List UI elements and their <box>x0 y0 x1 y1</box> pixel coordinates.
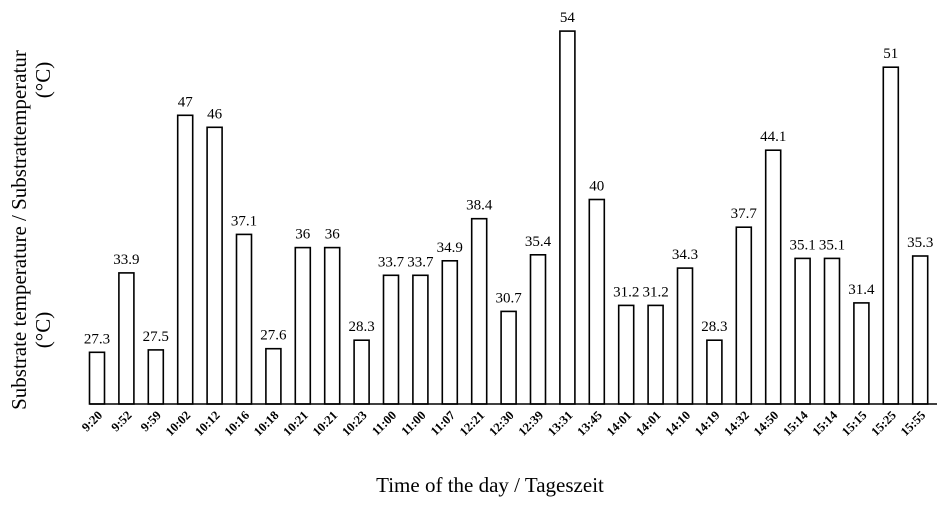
value-label-6: 37.1 <box>231 213 257 229</box>
value-label-25: 35.1 <box>789 237 815 253</box>
tick-label-12: 11:00 <box>398 408 428 438</box>
value-labels-group: 27.3 33.9 27.5 47 46 37.1 27.6 36 36 28.3 33.7 33.7… <box>84 10 933 347</box>
tick-label-20: 14:01 <box>633 408 664 439</box>
value-label-28: 51 <box>883 46 898 62</box>
y-axis-label-line3: (°C) <box>31 312 55 348</box>
tick-label-27: 15:15 <box>839 408 870 439</box>
tick-label-2: 9:52 <box>108 408 134 434</box>
bar-8 <box>294 246 312 405</box>
value-label-12: 33.7 <box>407 254 434 270</box>
value-label-16: 35.4 <box>525 234 552 250</box>
value-label-18: 40 <box>589 179 604 195</box>
bar-2 <box>118 272 135 405</box>
bars-group <box>88 30 929 405</box>
tick-label-8: 10:21 <box>280 408 311 439</box>
value-label-23: 37.7 <box>731 206 758 222</box>
value-label-21: 34.3 <box>672 247 698 263</box>
tick-label-23: 14:32 <box>721 408 752 439</box>
value-label-10: 28.3 <box>348 319 374 335</box>
bar-24 <box>764 149 782 405</box>
bar-21 <box>676 267 694 405</box>
value-label-26: 35.1 <box>819 237 845 253</box>
bar-26 <box>823 257 841 405</box>
bar-16 <box>529 254 547 405</box>
value-label-4: 47 <box>178 94 194 110</box>
tick-label-17: 13:31 <box>545 408 576 439</box>
value-label-1: 27.3 <box>84 331 110 347</box>
y-axis-label-line2: (°C) <box>31 62 55 98</box>
tick-label-9: 10:21 <box>310 408 341 439</box>
value-label-29: 35.3 <box>907 235 933 251</box>
bar-28 <box>882 66 900 405</box>
tick-label-15: 12:30 <box>486 408 517 439</box>
tick-label-29: 15:55 <box>898 408 929 439</box>
tick-label-24: 14:50 <box>751 408 782 439</box>
bar-12 <box>412 274 429 405</box>
bar-17 <box>559 30 576 405</box>
tick-label-6: 10:16 <box>222 408 253 439</box>
tick-label-22: 14:19 <box>692 408 723 439</box>
tick-label-18: 13:45 <box>574 408 605 439</box>
tick-label-4: 10:02 <box>163 408 194 439</box>
value-label-27: 31.4 <box>848 282 875 298</box>
bar-5 <box>206 126 223 405</box>
value-label-9: 36 <box>325 227 341 243</box>
x-axis-label: Time of the day / Tageszeit <box>376 473 604 497</box>
tick-label-16: 12:39 <box>516 408 547 439</box>
tick-label-1: 9:20 <box>79 408 105 434</box>
tick-label-7: 10:18 <box>251 408 282 439</box>
tick-label-21: 14:10 <box>663 408 694 439</box>
value-label-3: 27.5 <box>143 329 169 345</box>
value-label-13: 34.9 <box>437 240 463 256</box>
tick-label-13: 11:07 <box>428 408 458 438</box>
bar-7 <box>265 347 282 405</box>
y-axis-label: Substrate temperature / Substrattemperat… <box>7 50 55 410</box>
tick-label-10: 10:23 <box>339 408 370 439</box>
bar-4 <box>176 114 194 405</box>
bar-22 <box>706 339 723 405</box>
bar-14 <box>470 217 488 405</box>
bar-19 <box>617 304 635 405</box>
bar-9 <box>323 246 341 405</box>
bar-3 <box>147 349 165 405</box>
value-label-17: 54 <box>560 10 576 26</box>
tick-label-3: 9:59 <box>138 408 164 434</box>
bar-25 <box>794 257 811 405</box>
value-label-14: 38.4 <box>466 198 493 214</box>
tick-label-26: 15:14 <box>810 408 841 439</box>
tick-label-28: 15:25 <box>868 408 899 439</box>
tick-label-11: 11:00 <box>369 408 399 438</box>
bar-13 <box>441 259 459 405</box>
bar-29 <box>911 255 929 405</box>
bar-10 <box>353 339 370 405</box>
value-label-11: 33.7 <box>378 254 405 270</box>
value-label-22: 28.3 <box>701 319 727 335</box>
value-label-24: 44.1 <box>760 129 786 145</box>
bar-20 <box>647 304 664 405</box>
bar-18 <box>588 198 606 405</box>
bar-27 <box>853 302 870 405</box>
bar-1 <box>88 351 106 405</box>
value-label-8: 36 <box>295 227 311 243</box>
y-axis-label-line1: Substrate temperature / Substrattemperat… <box>7 50 31 410</box>
tick-label-25: 15:14 <box>780 408 811 439</box>
bar-23 <box>735 226 753 405</box>
tick-label-5: 10:12 <box>192 408 223 439</box>
bar-11 <box>382 274 400 405</box>
tick-labels-group: 9:20 9:52 9:5910:0210:1210:1610:1810:2110:… <box>79 408 928 439</box>
value-label-5: 46 <box>207 106 223 122</box>
value-label-20: 31.2 <box>642 284 668 300</box>
value-label-7: 27.6 <box>260 328 287 344</box>
value-label-2: 33.9 <box>113 252 139 268</box>
value-label-19: 31.2 <box>613 284 639 300</box>
bar-15 <box>500 310 517 405</box>
tick-label-19: 14:01 <box>604 408 635 439</box>
tick-label-14: 12:21 <box>457 408 488 439</box>
bar-6 <box>235 233 253 405</box>
value-label-15: 30.7 <box>495 290 522 306</box>
